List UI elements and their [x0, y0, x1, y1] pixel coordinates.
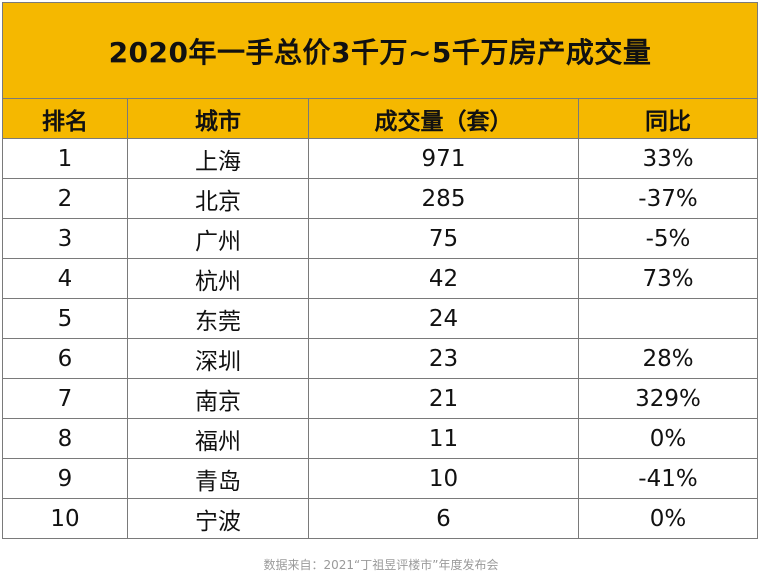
city-cell: 南京	[128, 379, 309, 418]
volume-cell: 11	[309, 419, 579, 458]
table-row: 9 青岛 10 -41%	[3, 459, 757, 499]
table-title-bar: 2020年一手总价3千万~5千万房产成交量	[3, 3, 757, 99]
table-row: 8 福州 11 0%	[3, 419, 757, 459]
ranking-table: 2020年一手总价3千万~5千万房产成交量 排名 城市 成交量（套） 同比 1 …	[2, 2, 758, 539]
source-note: 数据来自：2021“丁祖昱评楼市”年度发布会	[263, 558, 499, 572]
yoy-cell: 28%	[642, 345, 694, 372]
volume-cell: 285	[309, 179, 579, 218]
volume-cell: 10	[309, 459, 579, 498]
table-row: 4 杭州 42 73%	[3, 259, 757, 299]
volume-cell: 971	[309, 139, 579, 178]
city-cell: 青岛	[128, 459, 309, 498]
yoy-cell	[579, 299, 757, 338]
table-row: 3 广州 75 -5%	[3, 219, 757, 259]
volume-cell: 23	[309, 339, 579, 378]
city-cell: 深圳	[128, 339, 309, 378]
header-city: 城市	[128, 99, 309, 138]
header-rank: 排名	[3, 99, 128, 138]
yoy-cell: 33%	[642, 145, 694, 172]
yoy-cell: 329%	[635, 385, 701, 412]
volume-cell: 42	[309, 259, 579, 298]
city-cell: 广州	[128, 219, 309, 258]
table-header-row: 排名 城市 成交量（套） 同比	[3, 99, 757, 139]
rank-cell: 8	[3, 419, 128, 458]
yoy-cell: 0%	[649, 505, 687, 532]
volume-cell: 24	[309, 299, 579, 338]
table-title: 2020年一手总价3千万~5千万房产成交量	[108, 35, 652, 69]
yoy-cell: -5%	[645, 225, 691, 252]
city-cell: 宁波	[128, 499, 309, 538]
table-row: 2 北京 285 -37%	[3, 179, 757, 219]
yoy-cell: -37%	[638, 185, 698, 212]
yoy-cell: 0%	[649, 425, 687, 452]
city-cell: 上海	[128, 139, 309, 178]
rank-cell: 4	[3, 259, 128, 298]
yoy-cell: -41%	[638, 465, 698, 492]
city-cell: 东莞	[128, 299, 309, 338]
rank-cell: 1	[3, 139, 128, 178]
volume-cell: 6	[309, 499, 579, 538]
rank-cell: 10	[3, 499, 128, 538]
table-row: 7 南京 21 329%	[3, 379, 757, 419]
header-volume: 成交量（套）	[309, 99, 579, 138]
table-row: 1 上海 971 33%	[3, 139, 757, 179]
city-cell: 福州	[128, 419, 309, 458]
rank-cell: 2	[3, 179, 128, 218]
volume-cell: 75	[309, 219, 579, 258]
yoy-cell: 73%	[642, 265, 694, 292]
table-row: 6 深圳 23 28%	[3, 339, 757, 379]
rank-cell: 5	[3, 299, 128, 338]
city-cell: 北京	[128, 179, 309, 218]
volume-cell: 21	[309, 379, 579, 418]
rank-cell: 9	[3, 459, 128, 498]
rank-cell: 6	[3, 339, 128, 378]
city-cell: 杭州	[128, 259, 309, 298]
table-row: 10 宁波 6 0%	[3, 499, 757, 538]
rank-cell: 7	[3, 379, 128, 418]
header-yoy: 同比	[645, 108, 691, 135]
rank-cell: 3	[3, 219, 128, 258]
table-row: 5 东莞 24	[3, 299, 757, 339]
